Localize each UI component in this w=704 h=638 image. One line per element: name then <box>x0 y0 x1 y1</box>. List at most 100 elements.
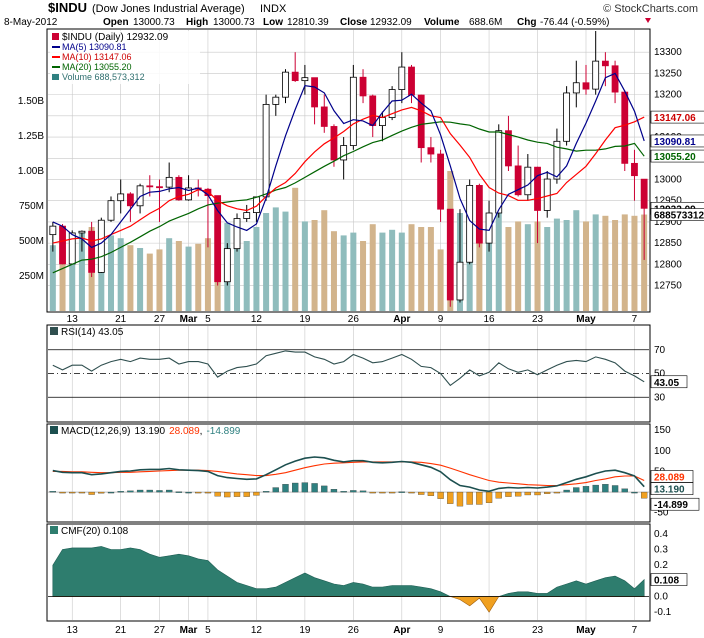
legend-ma5: MA(5) 13090.81 <box>62 42 127 52</box>
volume-bar <box>330 231 337 311</box>
low-value: 12810.39 <box>287 17 329 28</box>
cmf-tick-label: 0.0 <box>654 592 668 603</box>
candle-body <box>437 153 444 210</box>
cmf-tick-label: 0.3 <box>654 545 668 556</box>
volume-bar <box>195 243 202 311</box>
macd-histogram-bar <box>204 491 212 494</box>
volume-bar <box>59 238 66 311</box>
macd-histogram-bar <box>427 491 435 496</box>
ma20-marker: 13055.20 <box>654 152 696 163</box>
volume-bar <box>301 221 308 311</box>
candle-body <box>146 185 154 188</box>
legend-ma10: MA(10) 13147.06 <box>62 52 132 62</box>
candle-body <box>446 208 454 301</box>
macd-panel[interactable] <box>46 423 651 523</box>
x-tick-label: 12 <box>251 314 263 325</box>
candle-body <box>621 91 629 164</box>
x-tick-label-bottom: 16 <box>483 625 495 636</box>
volume-bar <box>524 224 531 311</box>
macd-histogram-bar <box>156 490 163 493</box>
candle-body <box>126 193 134 207</box>
macd-histogram-bar <box>418 491 425 495</box>
chg-label: Chg <box>517 17 536 28</box>
macd-histogram-bar <box>224 491 231 498</box>
macd-histogram-bar <box>59 491 66 494</box>
candle-legend-icon <box>52 33 59 40</box>
x-tick-label: 5 <box>205 314 211 325</box>
candle-body <box>456 261 464 301</box>
ma20-marker-box <box>650 149 704 163</box>
macd-histogram-bar <box>175 491 183 493</box>
macd-histogram-bar <box>621 488 628 493</box>
rsi-line <box>52 350 645 387</box>
macd-histogram-bar <box>117 491 124 493</box>
candle-body <box>601 60 609 67</box>
macd-histogram-bar <box>495 491 502 499</box>
macd-histogram-bar <box>592 484 599 493</box>
macd-histogram-bar <box>505 491 512 497</box>
volume-bar <box>369 224 376 311</box>
rsi-marker: 43.05 <box>654 378 679 389</box>
x-tick-label: Apr <box>393 314 410 325</box>
candle-body <box>631 162 638 177</box>
candle-body <box>78 230 86 234</box>
x-tick-label: 19 <box>299 314 311 325</box>
macd-histogram-bar <box>88 491 95 495</box>
symbol-name: (Dow Jones Industrial Average) <box>92 3 245 15</box>
candle-body <box>97 219 105 273</box>
candle-body <box>88 230 96 273</box>
candlesticks <box>49 31 648 307</box>
volume-bar <box>408 224 415 311</box>
price-tick-label: 13300 <box>654 47 682 58</box>
volume-tick-label: 1.00B <box>18 166 44 177</box>
candle-body <box>282 71 289 98</box>
macd-histogram-bar <box>534 491 541 496</box>
volume-bar <box>573 210 580 311</box>
volume-marker: 688573312 <box>654 211 704 222</box>
candle-body <box>117 193 125 202</box>
x-tick-label-bottom: 21 <box>115 625 127 636</box>
open-label: Open <box>103 17 129 28</box>
x-tick-label-bottom: 12 <box>251 625 263 636</box>
candle-body <box>543 178 551 211</box>
volume-bar <box>127 245 134 311</box>
volume-marker-box <box>650 208 704 221</box>
volume-legend-swatch <box>52 74 59 80</box>
macd-label-prefix: MACD(12,26,9) <box>61 426 130 437</box>
close-value: 12932.09 <box>370 17 412 28</box>
price-tick-label: 12800 <box>654 259 682 270</box>
macd-value-marker: 13.190 <box>654 485 685 496</box>
volume-bar <box>505 227 512 311</box>
volume-bar <box>534 221 541 311</box>
macd-histogram-bar <box>233 491 241 497</box>
volume-bar <box>185 246 192 311</box>
macd-histogram-bar <box>311 483 318 493</box>
macd-histogram-bar <box>388 491 396 494</box>
macd-histogram-bar <box>602 484 609 493</box>
ma5-line <box>52 72 645 249</box>
price-tick-label: 12850 <box>654 238 682 249</box>
volume-bar <box>621 214 628 311</box>
macd-line <box>52 456 645 493</box>
down-arrow-icon <box>645 18 651 23</box>
macd-histogram-bar <box>408 491 415 494</box>
macd-histogram-bar <box>582 486 590 493</box>
brand-logo[interactable]: © StockCharts.com <box>603 3 698 15</box>
volume-bar <box>486 222 493 311</box>
macd-histogram-bar <box>330 489 338 493</box>
volume-bar <box>418 227 425 311</box>
candle-body <box>417 94 425 149</box>
volume-bar <box>602 215 609 311</box>
candle-body <box>611 65 619 93</box>
candle-body <box>640 178 648 209</box>
candle-body <box>388 89 396 118</box>
macd-histogram-bar <box>146 489 153 493</box>
candle-body <box>291 71 299 82</box>
macd-histogram-bar <box>485 491 493 503</box>
candle-body <box>505 130 512 167</box>
x-tick-label: 23 <box>532 314 544 325</box>
volume-bar <box>117 238 124 311</box>
x-tick-label-bottom: 5 <box>205 625 211 636</box>
macd-histogram-bar <box>359 490 367 493</box>
